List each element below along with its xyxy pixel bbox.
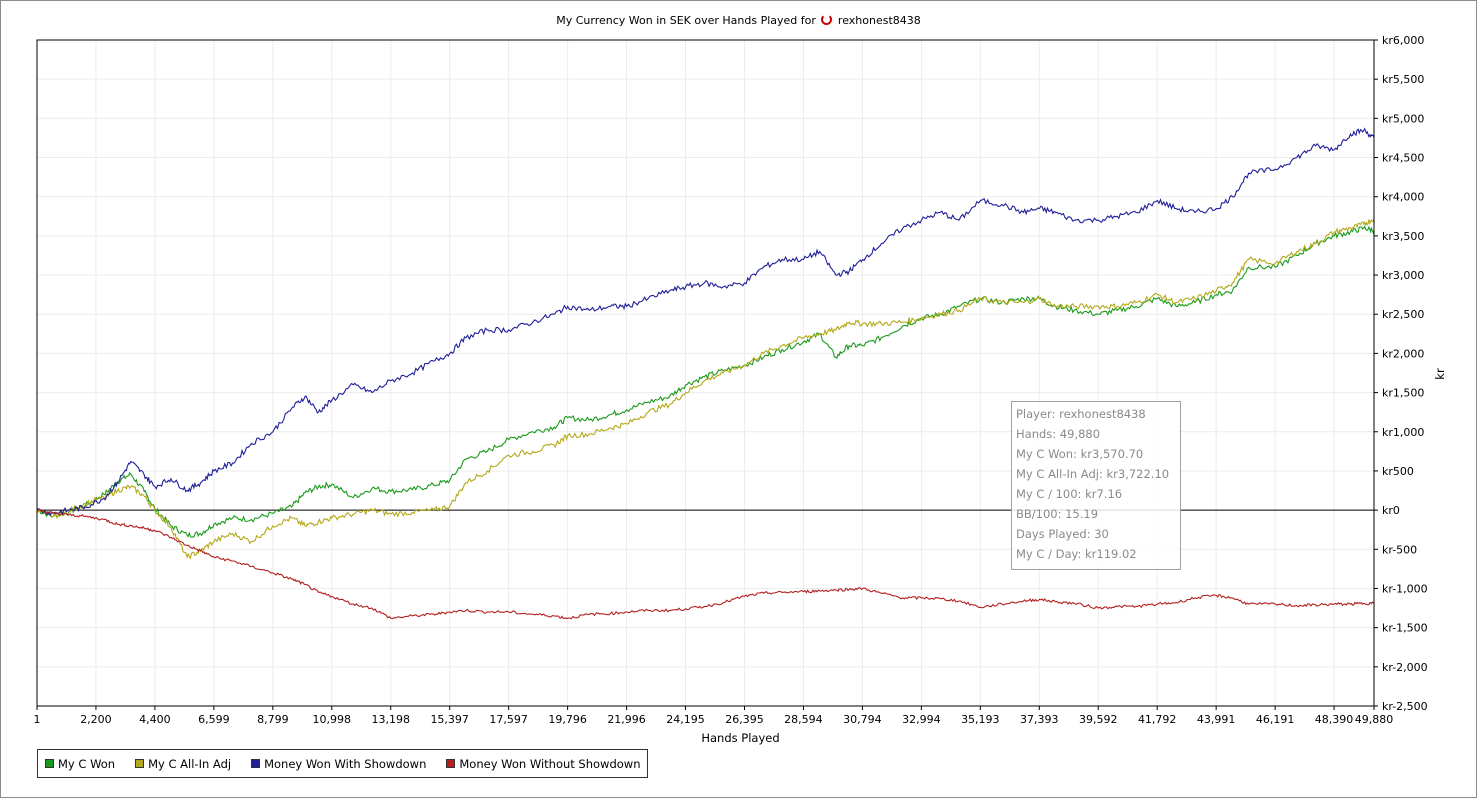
tooltip-player: Player: rexhonest8438: [1016, 407, 1146, 421]
chart-title-player: rexhonest8438: [837, 14, 921, 27]
series-line-1: [36, 225, 1375, 538]
y-tick-label: kr6,000: [1382, 34, 1424, 47]
legend-swatch: [135, 759, 145, 768]
x-tick-label: 6,599: [198, 713, 230, 726]
plot-area: [37, 40, 1374, 706]
x-tick-label: 28,594: [784, 713, 823, 726]
x-tick-label: 17,597: [489, 713, 528, 726]
y-tick-label: kr0: [1382, 504, 1400, 517]
y-axis-label: kr: [1433, 368, 1447, 380]
x-tick-label: 41,792: [1138, 713, 1177, 726]
legend-label: My C All-In Adj: [148, 756, 232, 771]
chart-title: My Currency Won in SEK over Hands Played…: [0, 14, 1477, 27]
tooltip-per-100: My C / 100: kr7.16: [1016, 487, 1123, 501]
legend-label: Money Won With Showdown: [264, 756, 427, 771]
x-tick-label: 35,193: [961, 713, 1000, 726]
x-tick-label: 26,395: [725, 713, 764, 726]
y-tick-label: kr-2,000: [1382, 661, 1428, 674]
y-tick-label: kr-2,500: [1382, 700, 1428, 713]
legend-item-my-c-all-in-adj[interactable]: My C All-In Adj: [135, 757, 231, 771]
tooltip-hands: Hands: 49,880: [1016, 427, 1101, 441]
y-tick-label: kr4,500: [1382, 152, 1424, 165]
tooltip-days: Days Played: 30: [1016, 527, 1109, 541]
x-tick-label: 24,195: [666, 713, 705, 726]
x-axis-label: Hands Played: [701, 731, 779, 745]
y-tick-label: kr5,000: [1382, 112, 1424, 125]
legend-item-with-showdown[interactable]: Money Won With Showdown: [251, 757, 426, 771]
x-tick-label: 15,397: [430, 713, 469, 726]
chart-title-text: My Currency Won in SEK over Hands Played…: [556, 14, 816, 27]
y-tick-label: kr2,500: [1382, 308, 1424, 321]
tooltip-bb-100: BB/100: 15.19: [1016, 507, 1099, 521]
legend-swatch: [251, 759, 261, 768]
x-tick-label: 8,799: [257, 713, 289, 726]
x-tick-label: 39,592: [1079, 713, 1118, 726]
x-tick-label: 37,393: [1020, 713, 1059, 726]
x-tick-label: 46,191: [1256, 713, 1295, 726]
y-tick-label: kr3,500: [1382, 230, 1424, 243]
legend-swatch: [446, 759, 456, 768]
y-tick-label: kr-1,000: [1382, 582, 1428, 595]
legend-item-my-c-won[interactable]: My C Won: [45, 757, 115, 771]
tooltip-per-day: My C / Day: kr119.02: [1016, 547, 1137, 561]
y-tick-label: kr500: [1382, 465, 1414, 478]
legend-swatch: [45, 759, 54, 768]
series-line-4: [36, 508, 1375, 620]
y-tick-label: kr1,000: [1382, 426, 1424, 439]
x-tick-label: 2,200: [80, 713, 112, 726]
tooltip: Player: rexhonest8438 Hands: 49,880 My C…: [1011, 401, 1181, 570]
x-tick-label: 21,996: [607, 713, 646, 726]
y-tick-label: kr3,000: [1382, 269, 1424, 282]
x-tick-label: 30,794: [843, 713, 882, 726]
tooltip-won: My C Won: kr3,570.70: [1016, 447, 1144, 461]
x-tick-label: 48,390: [1315, 713, 1354, 726]
y-tick-label: kr-500: [1382, 543, 1417, 556]
x-tick-label: 49,880: [1355, 713, 1394, 726]
y-tick-label: kr4,000: [1382, 191, 1424, 204]
tooltip-allin-adj: My C All-In Adj: kr3,722.10: [1016, 467, 1170, 481]
x-tick-label: 4,400: [139, 713, 171, 726]
legend-item-without-showdown[interactable]: Money Won Without Showdown: [446, 756, 641, 771]
y-tick-label: kr1,500: [1382, 387, 1424, 400]
x-tick-label: 43,991: [1197, 713, 1236, 726]
x-tick-label: 13,198: [371, 713, 410, 726]
legend-label: My C Won: [58, 756, 116, 771]
legend: My C Won My C All-In Adj Money Won With …: [37, 749, 648, 778]
y-tick-label: kr5,500: [1382, 73, 1424, 86]
series-line-2: [36, 218, 1375, 560]
legend-label: Money Won Without Showdown: [459, 756, 641, 771]
y-tick-label: kr2,000: [1382, 347, 1424, 360]
x-tick-label: 1: [34, 713, 41, 726]
x-tick-label: 19,796: [548, 713, 587, 726]
player-icon: [821, 14, 833, 25]
y-tick-label: kr-1,500: [1382, 622, 1428, 635]
x-tick-label: 10,998: [313, 713, 352, 726]
series-line-3: [36, 127, 1375, 516]
x-tick-label: 32,994: [902, 713, 941, 726]
plot-border: [36, 39, 1375, 707]
